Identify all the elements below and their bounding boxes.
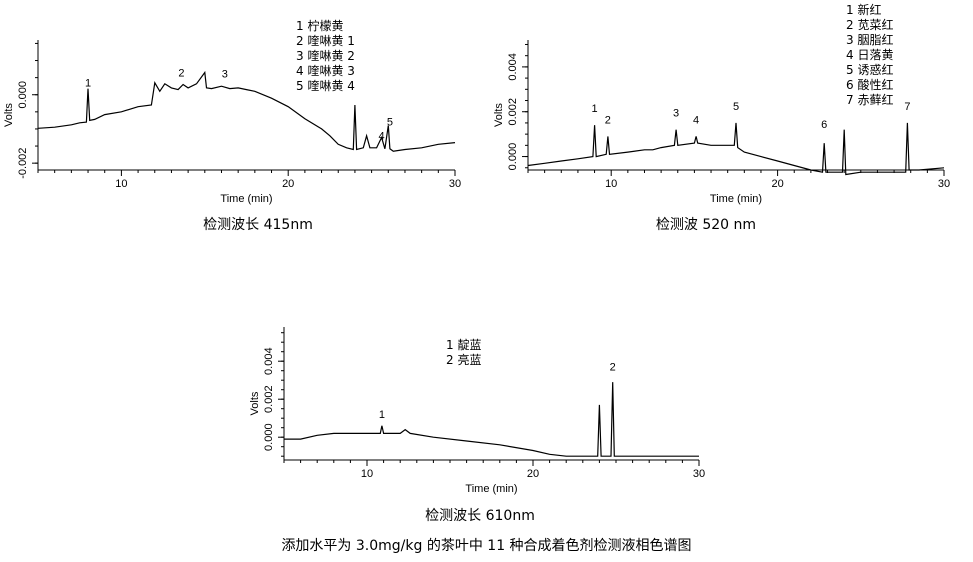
legend-entry-2: 2 喹啉黄 1 xyxy=(296,33,355,48)
legend-entry-1: 1 新红 xyxy=(846,2,881,17)
chart-caption: 检测波 520 nm xyxy=(656,217,756,233)
x-tick-label: 10 xyxy=(361,468,373,480)
chart-2: 10 20 30 Time (min) 0.000 0.002 0.004 Volts 12 3 4… xyxy=(493,2,950,233)
y-axis-label: Volts xyxy=(493,103,505,127)
chart-3: 10 20 30 Time (min) 0.000 0.002 0.004 Volts 1 2 1 … xyxy=(249,327,705,524)
y-tick-label: 0.002 xyxy=(263,385,275,413)
x-axis-label: Time (min) xyxy=(220,193,272,205)
legend-entry-4: 4 日落黄 xyxy=(846,48,893,62)
y-tick-label: 0.004 xyxy=(263,347,275,375)
peak-label-2: 2 xyxy=(178,67,184,79)
y-tick-label: -0.002 xyxy=(17,148,29,179)
x-tick-label: 10 xyxy=(115,178,127,190)
legend-entry-5: 5 喹啉黄 4 xyxy=(296,78,355,93)
x-tick-label: 30 xyxy=(693,468,705,480)
peak-label-5: 5 xyxy=(733,101,739,113)
y-tick-label: 0.004 xyxy=(507,53,519,81)
peak-label-1: 1 xyxy=(591,103,597,115)
peak-label-6: 6 xyxy=(821,119,827,131)
legend-entry-7: 7 赤藓红 xyxy=(846,92,893,107)
series-line-1 xyxy=(284,382,699,457)
legend-entry-6: 6 酸性红 xyxy=(846,77,893,92)
x-tick-label: 20 xyxy=(771,178,783,190)
x-axis-label: Time (min) xyxy=(710,193,762,205)
peak-label-3: 3 xyxy=(222,69,228,81)
x-tick-label: 20 xyxy=(282,178,294,190)
peak-label-4: 4 xyxy=(693,114,699,126)
chart-caption: 检测波长 610nm xyxy=(425,508,535,524)
peak-label-2: 2 xyxy=(605,114,611,126)
peak-label-1: 1 xyxy=(85,78,91,90)
series-line-1 xyxy=(37,70,456,152)
legend-entry-1: 1 柠檬黄 xyxy=(296,18,343,33)
peak-label-3: 3 xyxy=(673,108,679,120)
footer-caption: 添加水平为 3.0mg/kg 的茶叶中 11 种合成着色剂检测液相色谱图 xyxy=(281,538,692,554)
peak-label-7: 7 xyxy=(904,101,910,113)
legend-entry-3: 3 胭脂红 xyxy=(846,32,893,47)
peak-label-4: 4 xyxy=(379,130,385,142)
x-tick-label: 30 xyxy=(449,178,461,190)
y-axis-label: Volts xyxy=(3,103,15,127)
legend-entry-2: 2 苋菜红 xyxy=(846,17,893,32)
y-tick-label: 0.000 xyxy=(507,143,519,171)
legend-entry-3: 3 喹啉黄 2 xyxy=(296,48,355,63)
y-tick-label: 0.000 xyxy=(263,423,275,451)
legend-entry-4: 4 喹啉黄 3 xyxy=(296,63,355,78)
x-axis-label: Time (min) xyxy=(465,483,517,495)
series-line-1 xyxy=(527,122,945,176)
y-tick-label: 0.000 xyxy=(17,81,29,109)
x-tick-label: 20 xyxy=(527,468,539,480)
x-tick-label: 30 xyxy=(938,178,950,190)
legend-entry-2: 2 亮蓝 xyxy=(446,352,481,367)
legend-entry-1: 1 靛蓝 xyxy=(446,338,481,352)
legend-entry-5: 5 诱惑红 xyxy=(846,62,893,77)
peak-label-2: 2 xyxy=(610,362,616,374)
peak-label-1: 1 xyxy=(379,409,385,421)
chart-caption: 检测波长 415nm xyxy=(203,217,313,233)
y-tick-label: 0.002 xyxy=(507,98,519,126)
y-axis-label: Volts xyxy=(249,391,261,415)
peak-label-5: 5 xyxy=(387,117,393,129)
x-tick-label: 10 xyxy=(605,178,617,190)
